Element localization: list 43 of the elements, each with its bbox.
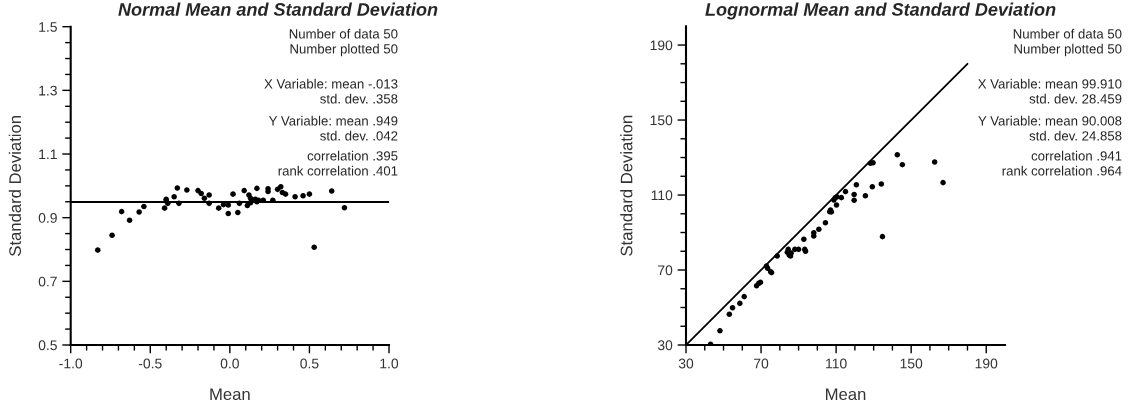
x-tick-label: 0.0 (220, 358, 239, 369)
text: std. dev. 28.459 (1029, 93, 1122, 104)
y-tick-label: 70 (658, 265, 673, 276)
annotation: std. dev. .358 (320, 93, 398, 104)
x-tick-label: -0.5 (138, 358, 162, 369)
annotation: rank correlation .401 (278, 165, 398, 176)
annotation: X Variable: mean -.013 (264, 78, 398, 89)
x-tick-label: 1.0 (380, 358, 399, 369)
text: correlation .941 (1031, 150, 1122, 161)
x-tick-label: 190 (975, 358, 998, 369)
y-axis-title: Standard Deviation (8, 116, 22, 256)
y-tick-label: 0.9 (38, 213, 57, 223)
chart-title: Lognormal Mean and Standard Deviation (705, 2, 1056, 20)
annotation: Number plotted 50 (290, 43, 398, 57)
annotation: rank correlation .964 (1002, 165, 1122, 176)
y-tick-label: 110 (651, 190, 673, 201)
y-tick-label: 150 (650, 115, 673, 126)
x-tick-label: 30 (678, 358, 694, 369)
annotation: correlation .395 (307, 150, 398, 161)
x-tick-label: 70 (754, 358, 769, 369)
y-tick-label: 0.5 (38, 340, 57, 351)
text: Number of data 50 (1013, 28, 1122, 39)
x-tick-label: -1.0 (59, 358, 83, 369)
y-tick-label: 1.5 (39, 22, 57, 32)
y-tick-label: 190 (650, 40, 673, 51)
y-axis-title: Standard Deviation (620, 115, 633, 256)
x-tick-label: 0.5 (300, 358, 319, 369)
text: std. dev. 24.858 (1029, 130, 1122, 141)
x-tick-label: 110 (826, 358, 847, 369)
annotation: Number of data 50 (289, 28, 398, 39)
y-tick-label: 30 (657, 340, 673, 351)
chart-title: Normal Mean and Standard Deviation (118, 2, 438, 16)
annotation: Y Variable: mean .949 (268, 115, 398, 126)
y-tick-label: 0.7 (38, 276, 57, 287)
annotation: std. dev. .042 (320, 130, 398, 141)
y-tick-label: 1.3 (39, 85, 57, 96)
y-tick-label: 1.1 (39, 149, 57, 160)
x-axis-title: Mean (826, 388, 866, 401)
x-tick-label: 150 (900, 358, 923, 369)
text: Number plotted 50 (1014, 43, 1122, 57)
annotation: X Variable: mean 99.910 (978, 78, 1122, 89)
annotation: Y Variable: mean 90.008 (978, 115, 1122, 126)
x-axis-title: Mean (210, 388, 250, 401)
